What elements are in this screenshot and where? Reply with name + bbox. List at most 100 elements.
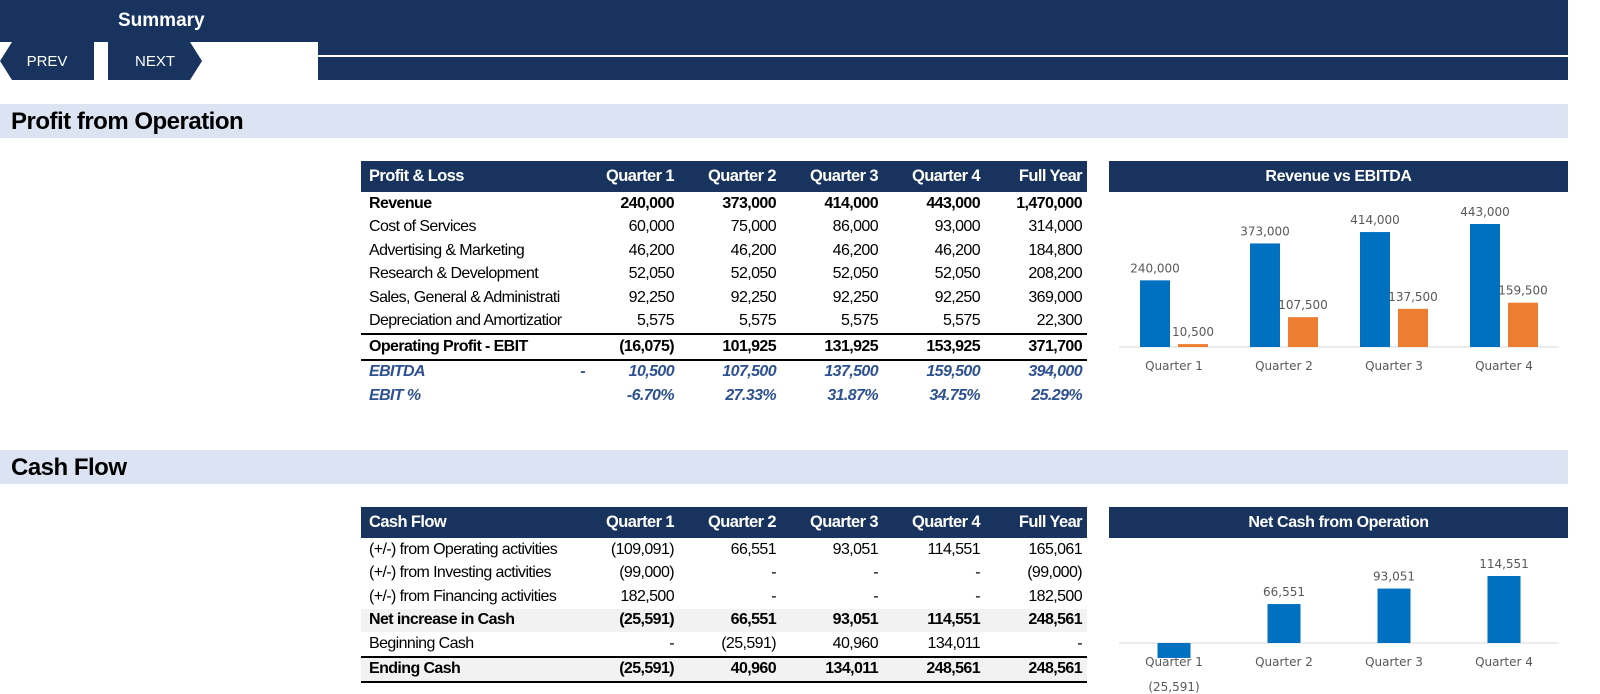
table-cell: 414,000 [824, 194, 878, 212]
table-cell: 46,200 [934, 241, 981, 259]
table-cell: 27.33% [725, 386, 776, 404]
table-cell: 31.87% [827, 386, 878, 404]
bar [1250, 243, 1280, 347]
row-label: Depreciation and Amortizatior [369, 312, 562, 330]
header-bar-lower [318, 42, 1568, 80]
table-row: Operating Profit - EBIT (16,075) 101,925 13… [361, 333, 1087, 361]
row-marker [563, 239, 590, 263]
table-cell: 369,000 [1028, 288, 1082, 306]
row-marker [563, 286, 590, 310]
profit-loss-table: Profit & Loss Quarter 1 Quarter 2 Quarter 3… [361, 161, 1087, 408]
section-header-profit: Profit from Operation [0, 104, 1568, 138]
table-cell: 92,250 [934, 288, 981, 306]
table-cell: 114,551 [927, 540, 981, 558]
next-button[interactable]: NEXT [108, 42, 202, 80]
table-cell: (16,075) [590, 333, 679, 361]
table-cell: 114,551 [883, 608, 985, 632]
row-label: Net increase in Cash [361, 608, 563, 632]
table-cell: 52,050 [628, 265, 675, 283]
table-cell: 101,925 [679, 333, 781, 361]
bar [1288, 317, 1318, 347]
x-tick-label: Quarter 2 [1255, 359, 1313, 373]
table-cell: 40,960 [679, 655, 781, 683]
row-marker [563, 333, 590, 361]
column-header: Full Year [985, 161, 1087, 192]
row-marker [563, 538, 590, 562]
row-label: Revenue [369, 194, 432, 212]
table-cell: 248,561 [883, 655, 985, 683]
table-row: Net increase in Cash (25,591) 66,551 93,051… [361, 608, 1087, 632]
table-cell: - [873, 564, 878, 582]
cash-flow-table: Cash Flow Quarter 1 Quarter 2 Quarter 3 Quar… [361, 507, 1087, 683]
data-label: 414,000 [1350, 213, 1400, 227]
row-marker [563, 263, 590, 287]
table-cell: (25,591) [590, 608, 679, 632]
header-bar [0, 0, 1568, 42]
table-title: Profit & Loss [361, 161, 563, 192]
bar [1398, 308, 1428, 347]
table-row: Research & Development 52,050 52,050 52,050… [361, 263, 1087, 287]
table-cell: 75,000 [730, 218, 777, 236]
column-header [563, 507, 590, 538]
column-header [563, 161, 590, 192]
table-cell: 314,000 [1028, 218, 1082, 236]
table-row: (+/-) from Financing activities 182,500 - -… [361, 585, 1087, 609]
table-row: Sales, General & Administrati 92,250 92,25… [361, 286, 1087, 310]
table-cell: -6.70% [626, 386, 675, 404]
table-cell: 93,000 [934, 218, 981, 236]
table-cell: 34.75% [929, 386, 980, 404]
table-cell: 66,551 [679, 608, 781, 632]
table-cell: 137,500 [824, 363, 878, 381]
data-label: 159,500 [1498, 284, 1548, 298]
data-label: 10,500 [1172, 325, 1214, 339]
table-cell: 46,200 [628, 241, 675, 259]
prev-button[interactable]: PREV [0, 42, 94, 80]
column-header: Full Year [985, 507, 1087, 538]
table-cell: 443,000 [926, 194, 980, 212]
table-cell: 5,575 [840, 312, 879, 330]
table-cell: 107,500 [722, 363, 776, 381]
table-cell: (99,000) [1027, 564, 1082, 582]
table-cell: 134,011 [781, 655, 883, 683]
table-row: Depreciation and Amortizatior 5,575 5,575 5… [361, 310, 1087, 335]
data-label: 93,051 [1373, 570, 1415, 584]
row-label: Research & Development [369, 265, 539, 283]
table-cell: 10,500 [628, 363, 675, 381]
table-cell: 165,061 [1028, 540, 1082, 558]
x-tick-label: Quarter 2 [1255, 655, 1313, 669]
table-cell: 373,000 [722, 194, 776, 212]
data-label: 443,000 [1460, 205, 1510, 219]
section-header-cash: Cash Flow [0, 450, 1568, 484]
row-marker [563, 192, 590, 216]
table-cell: 248,561 [985, 608, 1087, 632]
row-marker [563, 585, 590, 609]
page-title: Summary [118, 10, 205, 31]
data-label: 137,500 [1388, 290, 1438, 304]
table-cell: - [771, 587, 776, 605]
table-cell: 86,000 [832, 218, 879, 236]
table-row: EBIT % -6.70% 27.33% 31.87% 34.75% 25.29% [361, 384, 1087, 408]
section-title: Profit from Operation [11, 108, 244, 135]
data-label: (25,591) [1148, 680, 1199, 694]
table-cell: - [975, 564, 980, 582]
table-cell: 93,051 [832, 540, 879, 558]
table-cell: 52,050 [934, 265, 981, 283]
table-cell: 22,300 [1036, 312, 1083, 330]
row-marker [563, 562, 590, 586]
table-cell: (109,091) [610, 540, 675, 558]
row-label: Advertising & Marketing [369, 241, 525, 259]
table-cell: - [1077, 634, 1082, 652]
table-row: (+/-) from Investing activities (99,000) -… [361, 562, 1087, 586]
row-marker [563, 632, 590, 657]
chart-title: Revenue vs EBITDA [1109, 161, 1568, 192]
data-label: 66,551 [1263, 585, 1305, 599]
table-cell: 5,575 [942, 312, 981, 330]
table-cell: 248,561 [985, 655, 1087, 683]
table-cell: (99,000) [619, 564, 674, 582]
row-label: Ending Cash [361, 655, 563, 683]
table-cell: 60,000 [628, 218, 675, 236]
row-marker: - [580, 363, 585, 381]
table-cell: 92,250 [628, 288, 675, 306]
table-cell: - [669, 634, 674, 652]
table-cell: 184,800 [1028, 241, 1082, 259]
